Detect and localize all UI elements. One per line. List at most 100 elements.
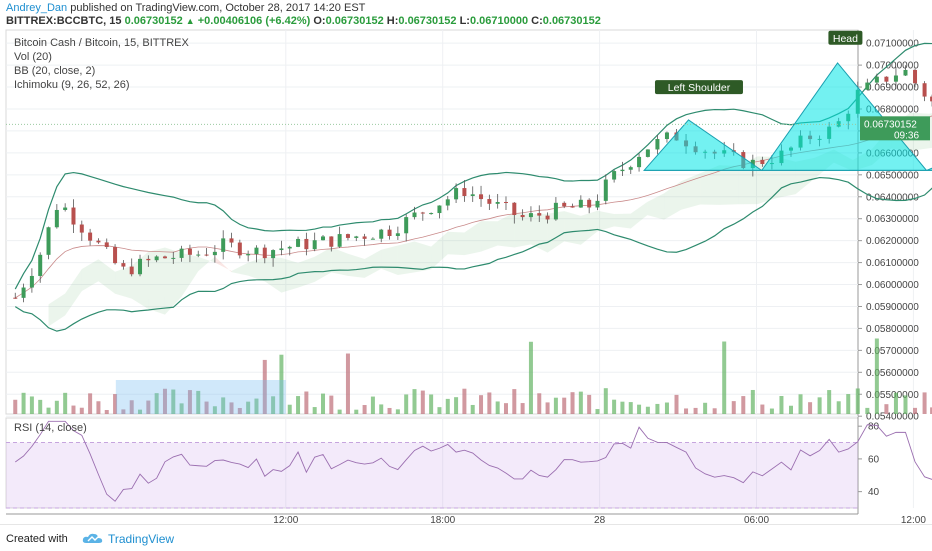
volume-bar [96, 401, 101, 414]
cloud-segment [719, 165, 739, 205]
volume-bar [903, 395, 908, 414]
candle-body [196, 254, 201, 256]
volume-bar [296, 396, 301, 414]
cloud-segment [664, 181, 682, 220]
price-tick-label: 0.05800000 [866, 324, 919, 335]
candle-body [13, 297, 18, 299]
volume-bar [420, 390, 425, 414]
volume-bar [693, 407, 698, 414]
volume-bar [196, 390, 201, 414]
price-value: 0.06730152 [124, 15, 183, 27]
volume-bar [479, 395, 484, 414]
volume-bar [913, 407, 918, 414]
rsi-title: RSI (14, close) [14, 422, 87, 434]
cloud-segment [231, 262, 249, 276]
cloud-segment [347, 253, 365, 278]
cloud-segment [264, 256, 282, 293]
volume-bar [712, 408, 717, 414]
candle-body [187, 248, 192, 255]
candle-body [395, 233, 400, 236]
volume-bar [562, 397, 567, 414]
rsi-line [14, 420, 932, 502]
candle-body [38, 254, 43, 276]
cloud-segment [614, 213, 631, 229]
legend-ichimoku[interactable]: Ichimoku (9, 26, 52, 26) [14, 79, 130, 91]
volume-bar [470, 404, 475, 414]
candle-body [154, 256, 159, 261]
volume-bar [179, 403, 184, 414]
last-price-badge [860, 116, 930, 141]
volume-bar [808, 402, 813, 414]
candle-body [29, 275, 34, 288]
volume-bar [628, 402, 633, 414]
rsi-tick-label: 40 [868, 487, 880, 498]
pattern-label: Left Shoulder [668, 82, 731, 94]
volume-bar [412, 389, 417, 414]
cloud-segment [214, 256, 232, 273]
candle-body [237, 242, 242, 256]
candle-body [655, 139, 660, 150]
candle-body [537, 213, 542, 216]
candle-body [595, 200, 600, 208]
volume-bar [603, 388, 608, 414]
candle-body [321, 236, 326, 241]
candle-body [79, 224, 84, 233]
volume-bar [512, 389, 517, 414]
volume-bar [865, 407, 870, 414]
volume-bar [404, 394, 409, 414]
candle-body [520, 215, 525, 218]
rsi-pane [5, 417, 859, 509]
volume-bar [204, 401, 209, 414]
candle-body [129, 266, 134, 275]
candle-body [96, 240, 101, 243]
candle-body [279, 248, 284, 251]
volume-bar [229, 402, 234, 414]
candle-body [304, 238, 309, 250]
candle-body [246, 254, 251, 256]
volume-bar [246, 401, 251, 414]
cloud-segment [580, 210, 598, 245]
cloud-segment [48, 293, 66, 327]
high-label: H: [386, 15, 399, 27]
pattern-triangle [926, 167, 932, 171]
volume-bar [817, 397, 822, 414]
candle-body [312, 240, 317, 250]
volume-bar [495, 401, 500, 414]
candle-body [387, 229, 392, 236]
candle-body [63, 207, 68, 210]
price-tick-label: 0.07000000 [866, 61, 919, 72]
legend-bollinger[interactable]: BB (20, close, 2) [14, 65, 96, 77]
cloud-segment [414, 241, 432, 273]
cloud-segment [115, 265, 132, 299]
cloud-segment [148, 247, 165, 315]
volume-bar [645, 406, 650, 414]
candle-body [437, 205, 442, 214]
volume-bar [578, 391, 583, 414]
author-link[interactable]: Andrey_Dan [6, 2, 68, 14]
volume-bar [212, 406, 217, 414]
price-tick-label: 0.06500000 [866, 170, 919, 181]
candle-body [404, 217, 409, 234]
candle-body [296, 238, 301, 247]
candle-body [612, 171, 617, 180]
change-value: +0.00406106 (+6.42%) [197, 15, 311, 27]
cloud-segment [630, 201, 648, 229]
volume-bar [187, 390, 192, 414]
volume-bar [171, 389, 176, 414]
volume-bar [345, 353, 350, 414]
candle-body [570, 206, 575, 208]
candle-body [146, 258, 151, 261]
volume-bar [337, 409, 342, 414]
tradingview-brand[interactable]: TradingView [108, 532, 175, 546]
price-chart[interactable]: 0.07100000 0.07000000 0.06900000 0.06800000… [0, 0, 932, 524]
volume-bar [545, 402, 550, 414]
candle-body [637, 156, 642, 168]
cloud-segment [700, 165, 720, 205]
volume-bar [884, 404, 889, 414]
candle-body [271, 250, 276, 259]
candle-body [337, 234, 342, 247]
legend-volume[interactable]: Vol (20) [14, 51, 52, 63]
candle-body [287, 246, 292, 249]
volume-bar [287, 404, 292, 414]
volume-bar [54, 400, 59, 414]
